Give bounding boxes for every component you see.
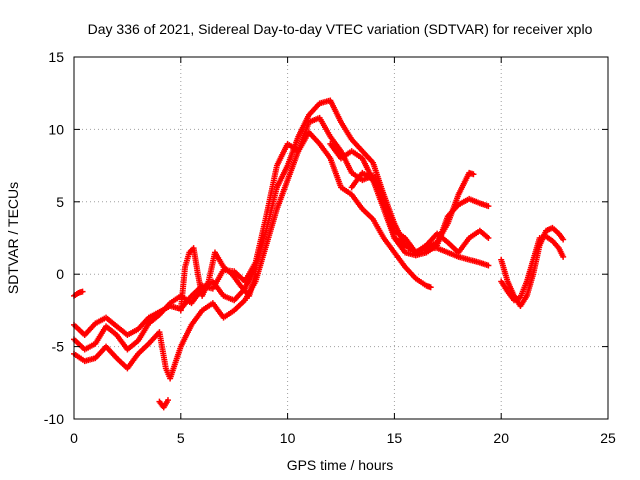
data-point-marker (560, 236, 567, 243)
data-point-marker (427, 284, 434, 291)
data-point-marker (252, 271, 259, 278)
data-point-marker (560, 253, 567, 260)
data-point-marker (485, 203, 492, 210)
y-tick-label: 0 (56, 266, 64, 282)
x-tick-label: 20 (493, 430, 509, 446)
x-axis-label: GPS time / hours (287, 457, 394, 473)
data-point-marker (485, 235, 492, 241)
data-point-marker (485, 262, 492, 269)
series-layer (71, 97, 567, 411)
data-point-marker (164, 397, 171, 404)
y-tick-label: -10 (44, 411, 64, 427)
y-tick-label: 5 (56, 194, 64, 210)
plot-frame (73, 56, 609, 420)
y-tick-label: 15 (48, 49, 64, 65)
x-tick-label: 5 (177, 430, 185, 446)
y-tick-label: 10 (48, 121, 64, 137)
y-axis-label: SDTVAR / TECUs (5, 182, 21, 294)
series-track-5 (156, 397, 171, 411)
x-tick-label: 10 (280, 430, 296, 446)
tick-layer: 0 5 10 15 20 25 -10 -5 0 5 10 15 (44, 49, 616, 446)
series-track-8 (348, 169, 492, 269)
data-point-marker (79, 288, 86, 295)
series-track-6 (177, 245, 259, 314)
x-tick-label: 15 (387, 430, 403, 446)
data-point-marker (470, 171, 477, 178)
series-track-10 (498, 233, 567, 304)
y-tick-label: -5 (52, 339, 65, 355)
x-tick-label: 25 (600, 430, 616, 446)
x-tick-label: 0 (70, 430, 78, 446)
series-track-3 (71, 129, 434, 382)
chart-title: Day 336 of 2021, Sidereal Day-to-day VTE… (88, 21, 593, 37)
